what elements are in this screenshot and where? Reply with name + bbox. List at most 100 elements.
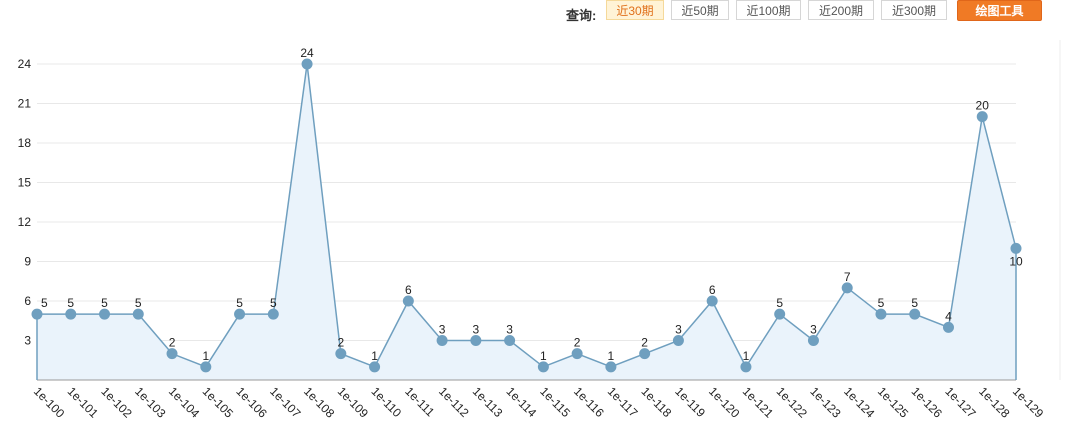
data-point[interactable] bbox=[537, 361, 549, 373]
axes bbox=[36, 248, 1017, 381]
data-point[interactable] bbox=[301, 58, 313, 70]
data-label: 1 bbox=[743, 349, 750, 363]
data-label: 5 bbox=[101, 296, 108, 310]
range-200-button[interactable]: 近200期 bbox=[808, 0, 874, 20]
data-point[interactable] bbox=[909, 308, 921, 320]
data-label: 2 bbox=[169, 336, 176, 350]
x-tick-label: 1e-101 bbox=[65, 384, 102, 421]
x-tick-label: 1e-120 bbox=[706, 384, 743, 421]
data-label: 5 bbox=[911, 296, 918, 310]
data-point[interactable] bbox=[267, 308, 279, 320]
data-point[interactable] bbox=[436, 335, 448, 346]
x-tick-label: 1e-104 bbox=[166, 384, 203, 421]
data-point[interactable] bbox=[807, 335, 819, 346]
x-tick-label: 1e-112 bbox=[436, 384, 472, 420]
x-tick-label: 1e-126 bbox=[909, 384, 946, 421]
x-tick-label: 1e-110 bbox=[368, 384, 404, 420]
data-point[interactable] bbox=[65, 308, 77, 320]
range-30-button[interactable]: 近30期 bbox=[606, 0, 664, 20]
data-label: 10 bbox=[1009, 254, 1023, 268]
data-point[interactable] bbox=[335, 348, 347, 360]
data-point[interactable] bbox=[571, 348, 583, 360]
data-point[interactable] bbox=[605, 361, 617, 373]
x-tick-label: 1e-113 bbox=[470, 384, 506, 420]
data-point[interactable] bbox=[706, 295, 718, 307]
data-point[interactable] bbox=[31, 308, 43, 320]
x-tick-label: 1e-105 bbox=[200, 384, 237, 421]
data-label: 3 bbox=[506, 323, 513, 337]
data-point[interactable] bbox=[841, 282, 853, 294]
range-100-button[interactable]: 近100期 bbox=[736, 0, 801, 20]
x-tick-label: 1e-128 bbox=[976, 384, 1013, 421]
y-tick-label: 18 bbox=[18, 136, 32, 150]
series-polyline bbox=[37, 63, 1017, 369]
data-point[interactable] bbox=[234, 308, 246, 320]
data-point[interactable] bbox=[470, 335, 482, 346]
data-point[interactable] bbox=[402, 295, 414, 307]
data-label: 2 bbox=[574, 336, 581, 350]
x-tick-label: 1e-127 bbox=[942, 384, 979, 421]
data-label: 2 bbox=[641, 336, 648, 350]
data-label: 5 bbox=[236, 296, 243, 310]
data-label: 3 bbox=[675, 323, 682, 337]
data-label: 1 bbox=[202, 349, 209, 363]
data-label: 5 bbox=[878, 296, 885, 310]
data-point[interactable] bbox=[369, 361, 381, 373]
data-point[interactable] bbox=[166, 348, 178, 360]
range-300-button[interactable]: 近300期 bbox=[881, 0, 947, 20]
data-label: 6 bbox=[405, 283, 412, 297]
data-point[interactable] bbox=[672, 335, 684, 346]
data-point[interactable] bbox=[99, 308, 111, 320]
data-point[interactable] bbox=[875, 308, 887, 320]
x-tick-label: 1e-129 bbox=[1010, 384, 1047, 421]
query-toolbar: 查询: 近30期 近50期 近100期 近200期 近300期 绘图工具 bbox=[0, 0, 1069, 24]
y-tick-label: 15 bbox=[18, 176, 32, 190]
data-point[interactable] bbox=[1010, 242, 1022, 254]
data-point[interactable] bbox=[976, 111, 988, 123]
area-fill bbox=[37, 64, 1016, 380]
data-label: 5 bbox=[41, 296, 48, 310]
data-label: 5 bbox=[270, 296, 277, 310]
data-label: 5 bbox=[135, 296, 142, 310]
data-label: 6 bbox=[709, 283, 716, 297]
y-tick-label: 9 bbox=[24, 255, 31, 269]
data-points: 5 5 5 5 2 1 5 5 24 2 1 6 3 3 3 1 2 1 2 3 6 1 5 3 7 5 5 4 20 10 bbox=[31, 46, 1023, 373]
data-label: 1 bbox=[371, 349, 378, 363]
grid-lines bbox=[37, 40, 1061, 380]
x-tick-label: 1e-102 bbox=[98, 384, 135, 421]
x-tick-label: 1e-125 bbox=[875, 384, 912, 421]
data-label: 3 bbox=[810, 323, 817, 337]
data-label: 7 bbox=[844, 270, 851, 284]
data-label: 20 bbox=[976, 99, 990, 113]
x-tick-label: 1e-115 bbox=[537, 384, 573, 420]
x-tick-label: 1e-122 bbox=[774, 384, 811, 421]
x-tick-label: 1e-114 bbox=[503, 384, 539, 420]
x-tick-label: 1e-111 bbox=[402, 384, 437, 419]
x-tick-label: 1e-109 bbox=[335, 384, 372, 421]
y-tick-label: 24 bbox=[18, 57, 32, 71]
data-label: 4 bbox=[945, 309, 952, 323]
range-50-button[interactable]: 近50期 bbox=[671, 0, 729, 20]
data-point[interactable] bbox=[774, 308, 786, 320]
x-tick-label: 1e-118 bbox=[639, 384, 675, 420]
data-point[interactable] bbox=[639, 348, 651, 360]
data-point[interactable] bbox=[942, 321, 954, 333]
data-point[interactable] bbox=[504, 335, 516, 346]
data-label: 5 bbox=[776, 296, 783, 310]
y-tick-label: 12 bbox=[18, 215, 32, 229]
data-point[interactable] bbox=[132, 308, 144, 320]
series-line bbox=[37, 63, 1017, 369]
x-tick-label: 1e-123 bbox=[807, 384, 844, 421]
query-label: 查询: bbox=[566, 8, 597, 23]
x-tick-label: 1e-121 bbox=[740, 384, 777, 421]
data-point[interactable] bbox=[200, 361, 212, 373]
y-tick-label: 3 bbox=[24, 334, 31, 348]
y-tick-label: 6 bbox=[24, 294, 31, 308]
data-point[interactable] bbox=[740, 361, 752, 373]
x-tick-label: 1e-106 bbox=[233, 384, 270, 421]
drawing-tool-button[interactable]: 绘图工具 bbox=[957, 0, 1042, 21]
data-label: 1 bbox=[608, 349, 615, 363]
x-tick-label: 1e-107 bbox=[267, 384, 304, 421]
x-tick-label: 1e-119 bbox=[672, 384, 708, 420]
